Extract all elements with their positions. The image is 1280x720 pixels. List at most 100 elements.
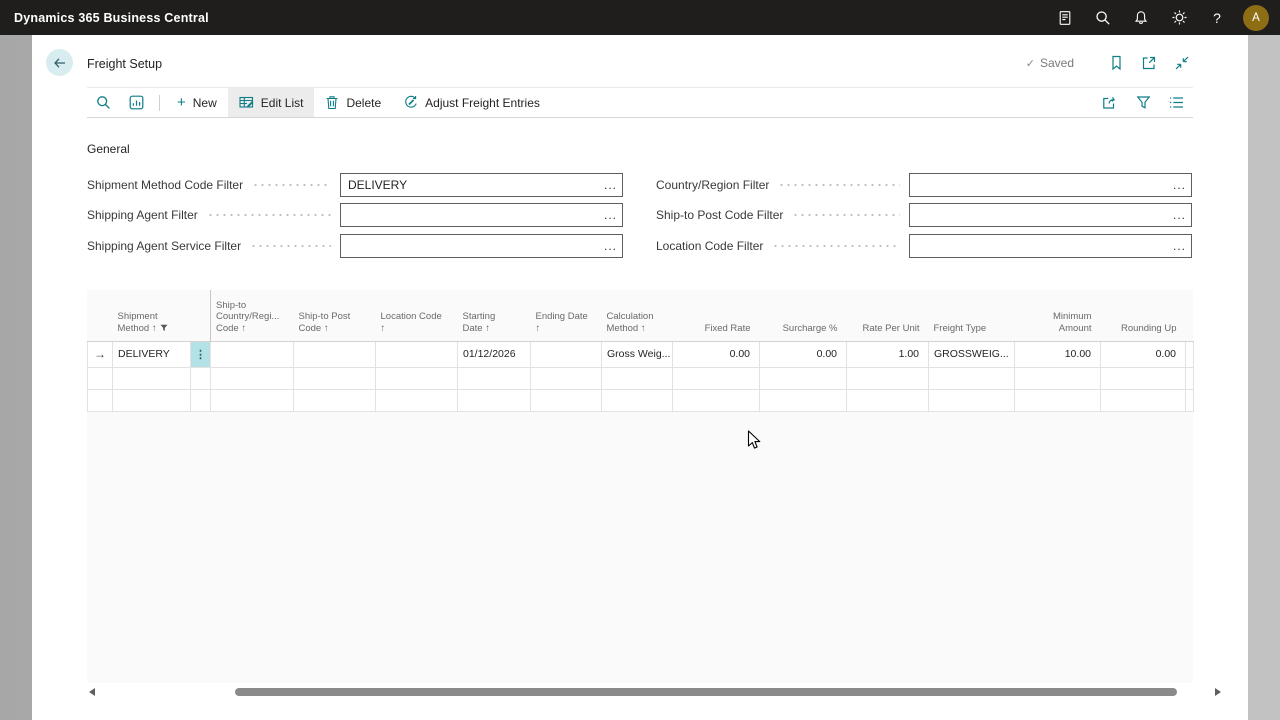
column-header-fixed-rate[interactable]: Fixed Rate: [672, 290, 760, 342]
row-options-button[interactable]: ⋮: [190, 341, 211, 368]
dotted-leader: [206, 214, 331, 216]
empty-cell[interactable]: [928, 367, 1015, 390]
empty-cell[interactable]: [375, 367, 458, 390]
cell-location-code[interactable]: [375, 341, 458, 368]
empty-cell[interactable]: [928, 389, 1015, 412]
empty-cell[interactable]: [112, 367, 191, 390]
empty-cell[interactable]: [293, 389, 376, 412]
list-search-icon[interactable]: [87, 88, 120, 117]
empty-cell[interactable]: [457, 389, 531, 412]
document-icon[interactable]: [1046, 0, 1084, 35]
ship-to-post-code-filter-input[interactable]: ...: [909, 203, 1192, 227]
analysis-mode-icon[interactable]: [120, 88, 153, 117]
empty-cell[interactable]: [672, 367, 760, 390]
cell-rounding-up[interactable]: 0.00: [1100, 341, 1186, 368]
collapse-icon[interactable]: [1174, 55, 1190, 71]
cell-rate-per-unit[interactable]: 1.00: [846, 341, 929, 368]
scrollbar-thumb[interactable]: [235, 688, 1177, 696]
notifications-bell-icon[interactable]: [1122, 0, 1160, 35]
cell-ending-date[interactable]: [530, 341, 602, 368]
empty-cell[interactable]: [293, 367, 376, 390]
toolbar-right-actions: [1093, 88, 1193, 117]
empty-cell[interactable]: [1100, 389, 1186, 412]
field-shipping-agent-service-filter: Shipping Agent Service Filter ...: [87, 234, 623, 258]
dotted-leader: [250, 245, 331, 247]
avatar[interactable]: A: [1243, 4, 1269, 31]
bookmark-icon[interactable]: [1109, 55, 1124, 71]
empty-cell[interactable]: [112, 389, 191, 412]
cell-starting-date[interactable]: 01/12/2026: [457, 341, 531, 368]
delete-button[interactable]: Delete: [314, 88, 392, 117]
share-icon[interactable]: [1093, 88, 1127, 117]
field-ship-to-post-code-filter: Ship-to Post Code Filter ...: [656, 203, 1192, 227]
empty-cell[interactable]: [846, 389, 929, 412]
column-header-ending-date[interactable]: Ending Date ↑: [530, 290, 602, 342]
location-code-filter-input[interactable]: ...: [909, 234, 1192, 258]
adjust-freight-entries-button[interactable]: Adjust Freight Entries: [392, 88, 551, 117]
empty-cell[interactable]: [530, 389, 602, 412]
top-bar-actions: ? A: [1046, 0, 1276, 35]
empty-cell[interactable]: [1100, 367, 1186, 390]
empty-cell[interactable]: [759, 367, 847, 390]
column-header-shipment-method[interactable]: Shipment Method ↑: [112, 290, 191, 342]
empty-cell[interactable]: [672, 389, 760, 412]
assist-edit-button[interactable]: ...: [603, 178, 617, 192]
shipping-agent-service-filter-input[interactable]: ...: [340, 234, 623, 258]
help-icon[interactable]: ?: [1213, 9, 1221, 26]
cell-ship-to-country-region-code[interactable]: [210, 341, 294, 368]
cell-ship-to-post-code[interactable]: [293, 341, 376, 368]
empty-cell[interactable]: [1014, 389, 1101, 412]
assist-edit-button[interactable]: ...: [1172, 208, 1186, 222]
cell-minimum-amount[interactable]: 10.00: [1014, 341, 1101, 368]
empty-cell[interactable]: [601, 367, 673, 390]
table-row[interactable]: → DELIVERY ⋮ 01/12/2026 Gross Weig... 0.…: [87, 341, 1194, 368]
cell-surcharge[interactable]: 0.00: [759, 341, 847, 368]
assist-edit-button[interactable]: ...: [603, 239, 617, 253]
empty-cell[interactable]: [375, 389, 458, 412]
empty-cell[interactable]: [210, 389, 294, 412]
cell-freight-type[interactable]: GROSSWEIG...: [928, 341, 1015, 368]
assist-edit-button[interactable]: ...: [603, 208, 617, 222]
row-options-column-header: [190, 290, 211, 342]
shipping-agent-filter-input[interactable]: ...: [340, 203, 623, 227]
scroll-right-arrow-icon[interactable]: [1215, 688, 1221, 696]
search-icon[interactable]: [1084, 0, 1122, 35]
empty-cell[interactable]: [601, 389, 673, 412]
scroll-left-arrow-icon[interactable]: [89, 688, 95, 696]
column-header-minimum-amount[interactable]: Minimum Amount: [1014, 290, 1101, 342]
open-in-new-window-icon[interactable]: [1141, 55, 1157, 71]
empty-cell[interactable]: [846, 367, 929, 390]
new-button[interactable]: + New: [166, 88, 228, 117]
empty-cell[interactable]: [457, 367, 531, 390]
cell-shipment-method[interactable]: DELIVERY: [112, 341, 191, 368]
assist-edit-button[interactable]: ...: [1172, 239, 1186, 253]
settings-gear-icon[interactable]: [1160, 0, 1198, 35]
column-header-location-code[interactable]: Location Code ↑: [375, 290, 458, 342]
empty-cell[interactable]: [1014, 367, 1101, 390]
edit-list-button[interactable]: Edit List: [227, 88, 315, 117]
column-header-rounding-up[interactable]: Rounding Up: [1100, 290, 1186, 342]
table-row-empty[interactable]: [87, 389, 1194, 412]
cell-fixed-rate[interactable]: 0.00: [672, 341, 760, 368]
shipment-method-code-filter-input[interactable]: DELIVERY ...: [340, 173, 623, 197]
column-header-ship-to-country-region-code[interactable]: Ship-to Country/Regi... Code ↑: [210, 290, 294, 342]
back-button[interactable]: [46, 49, 73, 76]
column-header-surcharge[interactable]: Surcharge %: [759, 290, 847, 342]
table-row-empty[interactable]: [87, 367, 1194, 390]
assist-edit-button[interactable]: ...: [1172, 178, 1186, 192]
empty-cell[interactable]: [759, 389, 847, 412]
country-region-filter-input[interactable]: ...: [909, 173, 1192, 197]
column-header-freight-type[interactable]: Freight Type: [928, 290, 1015, 342]
column-header-calculation-method[interactable]: Calculation Method ↑: [601, 290, 673, 342]
column-header-ship-to-post-code[interactable]: Ship-to Post Code ↑: [293, 290, 376, 342]
field-label: Country/Region Filter: [656, 178, 770, 192]
horizontal-scrollbar[interactable]: [87, 685, 1221, 699]
list-options-icon[interactable]: [1160, 88, 1193, 117]
column-header-starting-date[interactable]: Starting Date ↑: [457, 290, 531, 342]
empty-cell[interactable]: [210, 367, 294, 390]
filter-icon[interactable]: [1127, 88, 1160, 117]
general-section-title[interactable]: General: [87, 142, 130, 156]
column-header-rate-per-unit[interactable]: Rate Per Unit: [846, 290, 929, 342]
cell-calculation-method[interactable]: Gross Weig...: [601, 341, 673, 368]
empty-cell[interactable]: [530, 367, 602, 390]
